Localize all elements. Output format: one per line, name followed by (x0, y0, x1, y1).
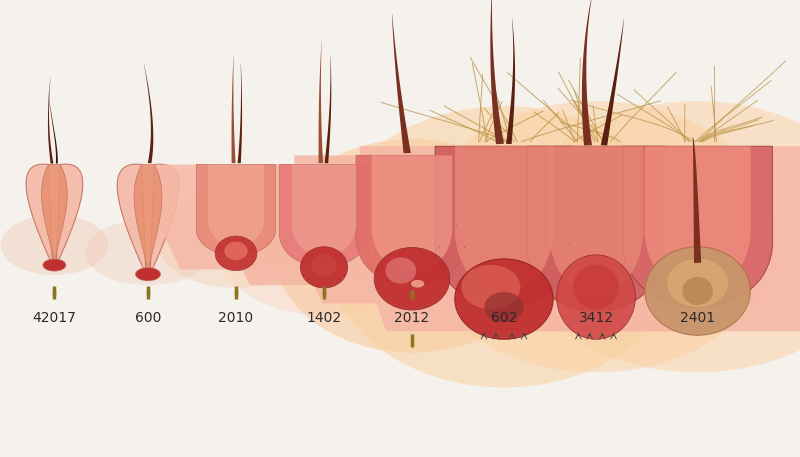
Ellipse shape (272, 139, 552, 353)
Polygon shape (601, 18, 624, 145)
Polygon shape (157, 165, 315, 270)
Text: ·: · (566, 240, 570, 249)
Ellipse shape (667, 259, 728, 307)
Circle shape (411, 280, 424, 287)
Ellipse shape (311, 254, 337, 276)
Ellipse shape (301, 247, 347, 288)
Polygon shape (360, 146, 648, 331)
Ellipse shape (212, 165, 436, 315)
Text: 600: 600 (135, 311, 161, 325)
Polygon shape (134, 165, 162, 274)
Polygon shape (693, 137, 701, 263)
Ellipse shape (224, 242, 248, 260)
Ellipse shape (374, 248, 450, 310)
Polygon shape (325, 55, 331, 163)
Polygon shape (208, 165, 264, 246)
Polygon shape (144, 64, 154, 163)
Ellipse shape (462, 265, 521, 309)
Polygon shape (527, 146, 665, 311)
Ellipse shape (155, 189, 317, 288)
Ellipse shape (416, 101, 776, 372)
Polygon shape (56, 164, 83, 265)
Polygon shape (197, 165, 275, 255)
Text: ·: · (454, 221, 458, 231)
Text: 2010: 2010 (218, 311, 254, 325)
Text: ·: · (560, 210, 563, 218)
Polygon shape (582, 0, 592, 145)
Polygon shape (225, 165, 423, 285)
Polygon shape (48, 78, 54, 164)
Polygon shape (435, 146, 573, 307)
Text: 42017: 42017 (33, 311, 76, 325)
Polygon shape (26, 164, 53, 265)
Polygon shape (506, 18, 515, 144)
Polygon shape (118, 164, 146, 274)
Ellipse shape (484, 292, 524, 322)
Polygon shape (292, 165, 356, 257)
Text: ·: · (437, 244, 440, 253)
Polygon shape (372, 155, 452, 273)
Text: 602: 602 (491, 311, 517, 325)
Polygon shape (356, 155, 468, 285)
Ellipse shape (135, 268, 161, 281)
Ellipse shape (86, 219, 210, 285)
Text: 3412: 3412 (578, 311, 614, 325)
Text: ·: · (442, 216, 446, 225)
Ellipse shape (682, 277, 713, 305)
Ellipse shape (43, 259, 66, 271)
Ellipse shape (510, 101, 800, 372)
Polygon shape (279, 165, 369, 266)
Polygon shape (48, 91, 58, 164)
Polygon shape (555, 146, 800, 331)
Polygon shape (549, 146, 643, 295)
Polygon shape (452, 146, 740, 331)
Text: ·: · (462, 243, 466, 253)
Polygon shape (454, 146, 554, 292)
Ellipse shape (215, 236, 257, 271)
Polygon shape (490, 0, 504, 144)
Polygon shape (392, 14, 410, 153)
Ellipse shape (323, 106, 685, 388)
Polygon shape (42, 165, 67, 265)
Polygon shape (318, 41, 323, 163)
Ellipse shape (1, 215, 108, 275)
Text: 2012: 2012 (394, 311, 430, 325)
Ellipse shape (573, 265, 619, 309)
Ellipse shape (557, 255, 635, 339)
Text: 2401: 2401 (680, 311, 715, 325)
Polygon shape (238, 64, 242, 163)
Text: ·: · (358, 226, 362, 236)
Polygon shape (150, 164, 178, 274)
Text: 1402: 1402 (306, 311, 342, 325)
Ellipse shape (386, 257, 416, 284)
Polygon shape (622, 146, 773, 307)
Ellipse shape (645, 247, 750, 335)
Ellipse shape (454, 259, 554, 339)
Text: ·: · (366, 246, 370, 256)
Polygon shape (294, 155, 530, 303)
Polygon shape (645, 146, 750, 292)
Polygon shape (231, 55, 235, 163)
